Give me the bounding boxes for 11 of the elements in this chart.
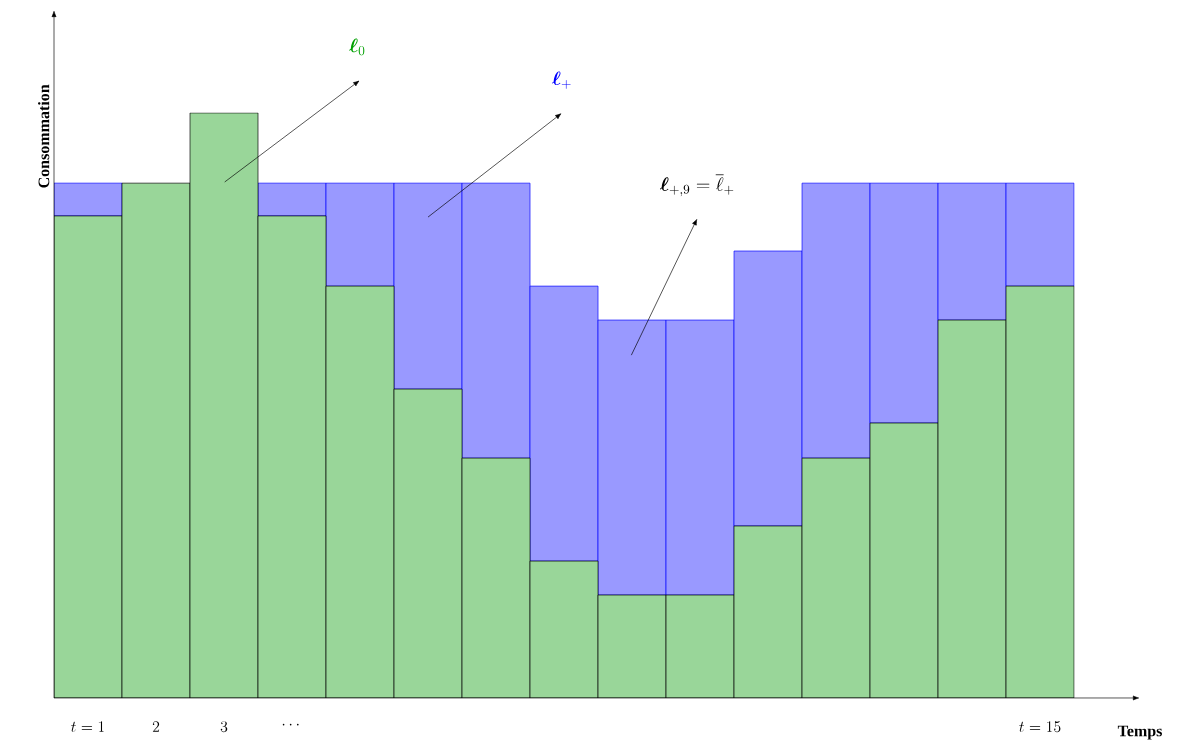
bar <box>54 182 123 217</box>
x-tick-label: $\cdots$ <box>282 723 299 726</box>
x-tick-label: $t = 15$ <box>1019 721 1061 733</box>
annotation: $\boldsymbol{\ell}_{+,9} = \overline{\ell}_{+}$ <box>660 174 734 197</box>
text: $\boldsymbol{\ell}_0$ <box>349 38 365 56</box>
x-tick-label: $3$ <box>220 721 228 733</box>
x-tick-label: $t = 1$ <box>71 721 104 733</box>
x-tick-label: $2$ <box>152 721 160 732</box>
y-axis-title: Consommation <box>38 84 50 188</box>
x-axis-title: Temps <box>1117 725 1162 740</box>
text: $\boldsymbol{\ell}_+$ <box>551 71 571 89</box>
